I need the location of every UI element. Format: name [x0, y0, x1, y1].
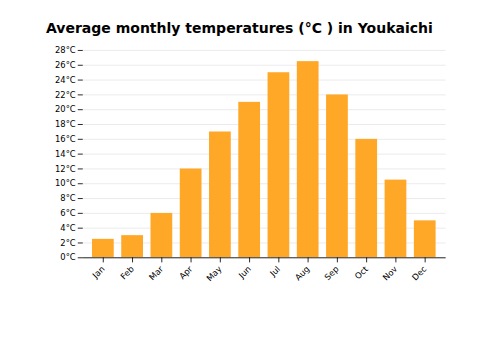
svg-text:Apr: Apr [177, 264, 195, 282]
svg-text:16°C: 16°C [55, 134, 76, 144]
svg-text:24°C: 24°C [55, 75, 76, 85]
svg-text:Aug: Aug [293, 264, 312, 283]
html-text:Average monthly temperatures (: Average monthly temperatures (°C ) in Yo… [46, 20, 433, 36]
svg-text:Oct: Oct [353, 263, 371, 281]
svg-text:10°C: 10°C [55, 178, 76, 188]
svg-text:Dec: Dec [410, 264, 429, 283]
svg-text:4°C: 4°C [60, 223, 75, 233]
svg-text:2°C: 2°C [60, 238, 75, 248]
svg-text:May: May [204, 264, 223, 283]
svg-text:26°C: 26°C [55, 60, 76, 70]
svg-text:Jun: Jun [236, 264, 253, 281]
svg-text:22°C: 22°C [55, 90, 76, 100]
svg-text:12°C: 12°C [55, 164, 76, 174]
svg-text:14°C: 14°C [55, 149, 76, 159]
svg-text:Nov: Nov [381, 264, 400, 283]
svg-text:28°C: 28°C [55, 45, 76, 55]
svg-text:Sep: Sep [322, 264, 340, 282]
svg-text:Jul: Jul [267, 264, 282, 279]
svg-text:Jan: Jan [90, 264, 107, 281]
svg-text:Mar: Mar [147, 264, 166, 283]
svg-text:20°C: 20°C [55, 104, 76, 114]
svg-text:0°C: 0°C [60, 252, 75, 262]
svg-text:18°C: 18°C [55, 119, 76, 129]
svg-text:6°C: 6°C [60, 208, 75, 218]
svg-text:8°C: 8°C [60, 193, 75, 203]
svg-text:Feb: Feb [118, 264, 136, 282]
